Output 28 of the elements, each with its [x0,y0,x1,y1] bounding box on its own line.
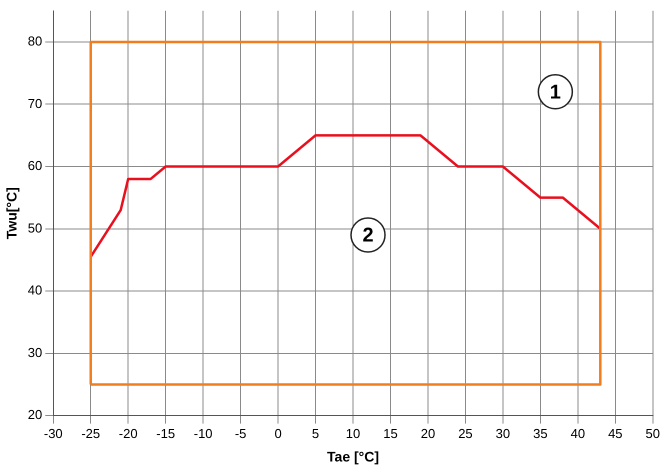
y-tick-label: 70 [28,96,42,111]
annotation: 1 [550,81,561,104]
x-tick-label: 25 [458,426,473,441]
y-tick-label: 20 [28,407,42,422]
x-tick-label: -30 [44,426,63,441]
x-axis-title: Tae [°C] [327,448,380,464]
x-tick-label: 15 [383,426,398,441]
y-tick-label: 30 [28,344,42,360]
y-tick-label: 60 [28,158,42,174]
x-tick-label: -15 [156,426,176,441]
x-tick-label: 35 [533,426,548,441]
x-tick-label: 0 [274,426,282,441]
y-tick-label: 80 [28,34,42,49]
y-tick-label: 50 [28,220,42,236]
x-tick-label: 10 [346,426,360,441]
x-tick-label: 45 [608,426,623,441]
x-tick-label: 30 [496,426,510,441]
x-tick-label: 20 [420,426,436,441]
x-tick-label: 50 [646,426,660,441]
x-tick-label: 40 [570,426,586,441]
y-tick-label: 40 [28,282,42,298]
x-tick-label: -10 [194,426,213,441]
x-tick-label: -5 [234,426,246,441]
annotation: 2 [362,224,374,247]
y-axis-title: Twu[°C] [3,187,20,240]
x-tick-label: -20 [118,426,138,441]
x-tick-label: 5 [312,426,320,441]
x-tick-label: -25 [81,426,100,441]
